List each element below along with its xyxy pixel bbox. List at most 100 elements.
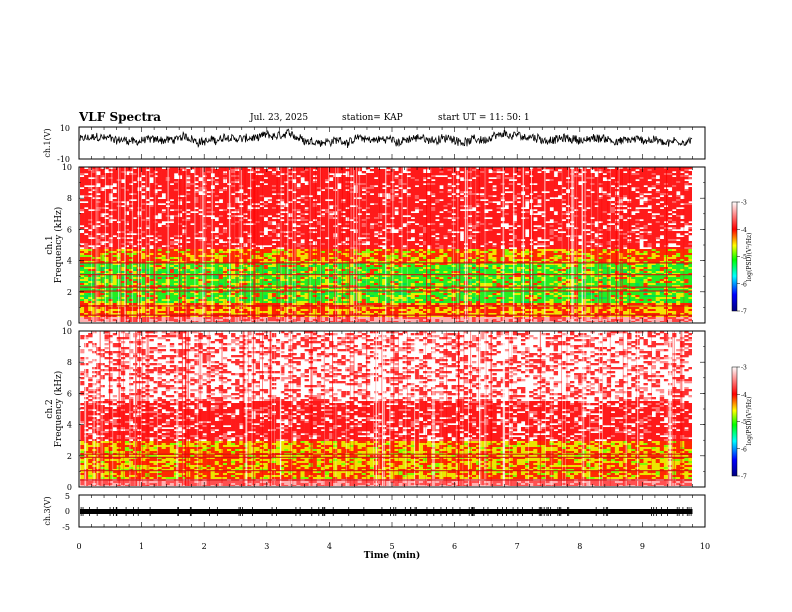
spectrogram-cell (284, 221, 289, 224)
spectrogram-cell (243, 277, 248, 280)
spectrogram-cell (214, 295, 220, 298)
spectrogram-cell (108, 291, 113, 294)
spectrogram-cell (271, 187, 277, 190)
spectrogram-cell (153, 201, 158, 204)
spectrogram-cell (124, 257, 130, 260)
spectrogram-cell (349, 311, 354, 314)
spectrogram-cell (88, 175, 93, 178)
spectrogram-cell (288, 309, 293, 312)
spectrogram-cell (153, 179, 158, 182)
spectrogram-cell (210, 319, 216, 322)
spectrogram-cell (304, 197, 309, 200)
spectrogram-cell (161, 173, 167, 176)
spectrogram-cell (341, 207, 346, 210)
spectrogram-cell (92, 193, 97, 196)
spectrogram-cell (280, 229, 285, 232)
spectrogram-cell (222, 267, 228, 270)
spectrogram-cell (304, 205, 309, 208)
spectrogram-cell (129, 291, 134, 294)
spectrogram-cell (157, 271, 162, 274)
spectrogram-cell (186, 283, 191, 286)
spectrogram-cell (296, 169, 301, 172)
spectrogram-cell (329, 263, 334, 266)
spectrogram-cell (182, 311, 187, 314)
spectrogram-cell (308, 243, 314, 246)
spectrogram-cell (206, 177, 211, 180)
spectrogram-cell (214, 235, 220, 238)
spectrogram-cell (190, 225, 195, 228)
spectrogram-cell (312, 295, 318, 298)
spectrogram-cell (153, 309, 158, 312)
spectrogram-cell (88, 279, 93, 282)
spectrogram-cell (186, 231, 191, 234)
spectrogram-cell (316, 311, 322, 314)
spectrogram-cell (235, 259, 240, 262)
spectrogram-cell (190, 173, 195, 176)
spectrogram-cell (100, 263, 105, 266)
spectrogram-cell (88, 293, 93, 296)
spectrogram-cell (341, 307, 346, 310)
spectrogram-cell (361, 241, 367, 244)
spectrogram-cell (80, 181, 85, 184)
spectrogram-cell (145, 283, 150, 286)
spectrogram-cell (231, 289, 236, 292)
spectrogram-cell (292, 281, 297, 284)
spectrogram-cell (218, 293, 224, 296)
spectrogram-cell (169, 319, 175, 322)
spectrogram-cell (96, 215, 101, 218)
spectrogram-cell (329, 203, 334, 206)
spectrogram-cell (84, 183, 89, 186)
spectrogram-cell (231, 281, 236, 284)
spectrogram-cell (247, 237, 252, 240)
spectrogram-cell (80, 309, 85, 312)
spectrogram-cell (243, 179, 248, 182)
spectrogram-cell (210, 209, 216, 212)
spectrogram-cell (80, 307, 85, 310)
spectrogram-cell (271, 213, 277, 216)
spectrogram-cell (304, 299, 309, 302)
spectrogram-cell (324, 249, 330, 252)
spectrogram-cell (194, 301, 199, 304)
spectrogram-cell (198, 197, 203, 200)
spectrogram-cell (296, 191, 301, 194)
spectrogram-cell (112, 223, 118, 226)
spectrogram-cell (161, 253, 167, 256)
spectrogram-cell (210, 239, 216, 242)
spectrogram-cell (104, 247, 109, 250)
spectrogram-cell (157, 211, 162, 214)
spectrogram-cell (259, 219, 265, 222)
spectrogram-cell (153, 277, 158, 280)
spectrogram-cell (129, 203, 134, 206)
spectrogram-cell (100, 185, 105, 188)
spectrogram-cell (259, 277, 265, 280)
spectrogram-cell (153, 291, 158, 294)
spectrogram-cell (296, 233, 301, 236)
spectrogram-cell (271, 185, 277, 188)
spectrogram-cell (173, 179, 179, 182)
spectrogram-cell (153, 231, 158, 234)
spectrogram-cell (271, 315, 277, 318)
spectrogram-cell (308, 211, 314, 214)
spectrogram-cell (194, 309, 199, 312)
spectrogram-cell (210, 315, 216, 318)
spectrogram-cell (353, 199, 358, 202)
spectrogram-cell (231, 263, 236, 266)
spectrogram-cell (300, 171, 305, 174)
spectrogram-cell (145, 311, 150, 314)
spectrogram-cell (133, 175, 138, 178)
spectrogram-cell (96, 199, 101, 202)
spectrogram-cell (214, 171, 220, 174)
spectrogram-cell (112, 209, 118, 212)
spectrogram-cell (210, 279, 216, 282)
spectrogram-cell (300, 187, 305, 190)
spectrogram-cell (194, 177, 199, 180)
spectrogram-cell (202, 179, 207, 182)
spectrogram-cell (255, 215, 260, 218)
spectrogram-cell (300, 167, 305, 170)
spectrogram-cell (186, 281, 191, 284)
spectrogram-cell (210, 201, 216, 204)
spectrogram-cell (361, 199, 367, 202)
spectrogram-cell (120, 239, 126, 242)
spectrogram-cell (198, 281, 203, 284)
spectrogram-cell (324, 201, 330, 204)
